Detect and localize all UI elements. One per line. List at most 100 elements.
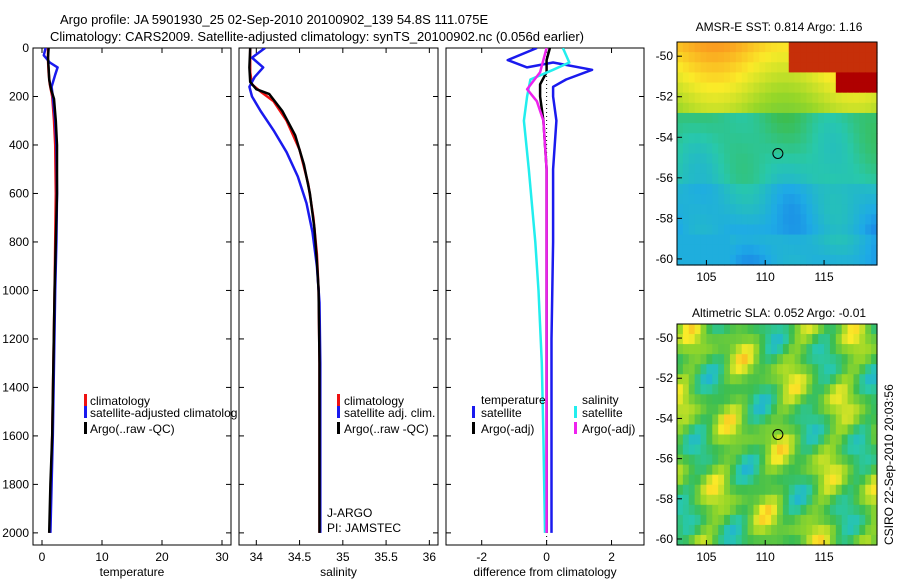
heatmap-cell [688,364,696,375]
heatmap-cell [777,92,784,104]
heatmap-cell [765,254,772,266]
heatmap-cell [706,444,713,456]
heatmap-cell [835,494,843,506]
heatmap-cell [800,92,808,104]
heatmap-cell [782,62,790,74]
heatmap-cell [853,334,860,345]
heatmap-cell [841,364,849,375]
heatmap-cell [759,524,766,536]
heatmap-cell [712,42,719,53]
heatmap-cell [724,153,731,165]
heatmap-cell [735,143,743,155]
heatmap-cell [841,62,849,74]
heatmap-cell [859,62,866,74]
heatmap-cell [718,254,725,266]
heatmap-cell [747,384,755,395]
heatmap-cell [812,384,819,395]
heatmap-cell [718,404,725,416]
heatmap-cell [747,454,755,466]
heatmap-cell [765,404,772,416]
heatmap-cell [841,72,849,84]
heatmap-cell [835,234,843,246]
heatmap-cell [841,183,849,195]
heatmap-cell [735,234,743,246]
heatmap-cell [682,52,690,63]
heatmap-cell [765,234,772,246]
heatmap-cell [871,112,878,124]
heatmap-cell [847,404,855,416]
x-tick-label: 36 [423,550,437,564]
heatmap-cell [735,204,743,215]
heatmap-cell [841,344,849,355]
heatmap-cell [865,444,872,456]
heatmap-cell [765,123,772,134]
heatmap-cell [853,72,860,84]
legend-label-temp-argo: Argo(-adj) [481,422,534,436]
heatmap-cell [829,72,837,84]
heatmap-cell [682,424,690,436]
heatmap-cell [782,364,790,375]
heatmap-cell [829,133,837,144]
heatmap-cell [835,384,843,395]
legend-swatch-temp-satellite [472,406,475,418]
heatmap-cell [818,324,825,335]
heatmap-cell [688,112,696,124]
heatmap-cell [718,204,725,215]
heatmap-cell [859,404,866,416]
x-tick-label: 115 [814,550,833,564]
heatmap-cell [829,534,837,546]
heatmap-cell [729,254,737,266]
heatmap-cell [818,123,825,134]
heatmap-cell [794,354,802,365]
heatmap-cell [865,92,872,104]
heatmap-cell [712,454,719,466]
heatmap-cell [729,183,737,195]
heatmap-cell [682,524,690,536]
heatmap-cell [835,163,843,175]
heatmap-cell [718,42,725,53]
heatmap-cell [818,474,825,486]
heatmap-cell [682,42,690,53]
heatmap-cell [724,534,731,546]
heatmap-cell [794,454,802,466]
heatmap-cell [753,464,760,476]
heatmap-cell [841,204,849,215]
heatmap-cell [835,534,843,546]
heatmap-cell [718,153,725,165]
heatmap-cell [694,474,702,486]
heatmap-cell [800,143,808,155]
heatmap-cell [806,394,813,405]
heatmap-cell [759,374,766,385]
heatmap-cell [859,374,866,385]
heatmap-cell [682,102,690,114]
heatmap-cell [700,224,708,236]
heatmap-cell [800,204,808,215]
heatmap-cell [818,82,825,94]
heatmap-cell [729,244,737,256]
heatmap-cell [841,534,849,546]
heatmap-cell [682,143,690,155]
heatmap-cell [712,504,719,516]
heatmap-cell [824,214,831,226]
heatmap-cell [682,224,690,236]
heatmap-cell [782,534,790,546]
heatmap-cell [865,133,872,144]
heatmap-cell [759,102,766,114]
heatmap-cell [853,244,860,256]
heatmap-cell [706,82,713,94]
heatmap-cell [782,384,790,395]
heatmap-cell [677,414,684,426]
heatmap-cell [718,354,725,365]
heatmap-cell [771,374,778,385]
heatmap-cell [788,384,796,395]
heatmap-cell [777,484,784,496]
heatmap-cell [706,244,713,256]
heatmap-cell [700,464,708,476]
heatmap-cell [718,344,725,355]
heatmap-cell [677,234,684,246]
heatmap-cell [700,354,708,365]
heatmap-cell [794,334,802,345]
heatmap-cell [847,62,855,74]
heatmap-cell [871,82,878,94]
heatmap-cell [718,384,725,395]
